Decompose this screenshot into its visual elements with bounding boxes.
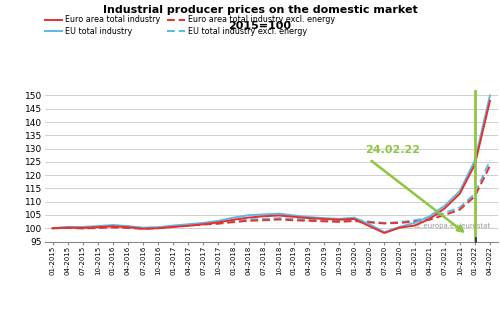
Text: ec.europa.eu/eurostat: ec.europa.eu/eurostat [414,223,490,229]
Text: 24.02.22: 24.02.22 [365,145,420,155]
Text: Industrial producer prices on the domestic market: Industrial producer prices on the domest… [102,5,418,15]
Legend: Euro area total industry, EU total industry, Euro area total industry excl. ener: Euro area total industry, EU total indus… [44,15,335,36]
Text: 2015=100: 2015=100 [228,21,292,31]
